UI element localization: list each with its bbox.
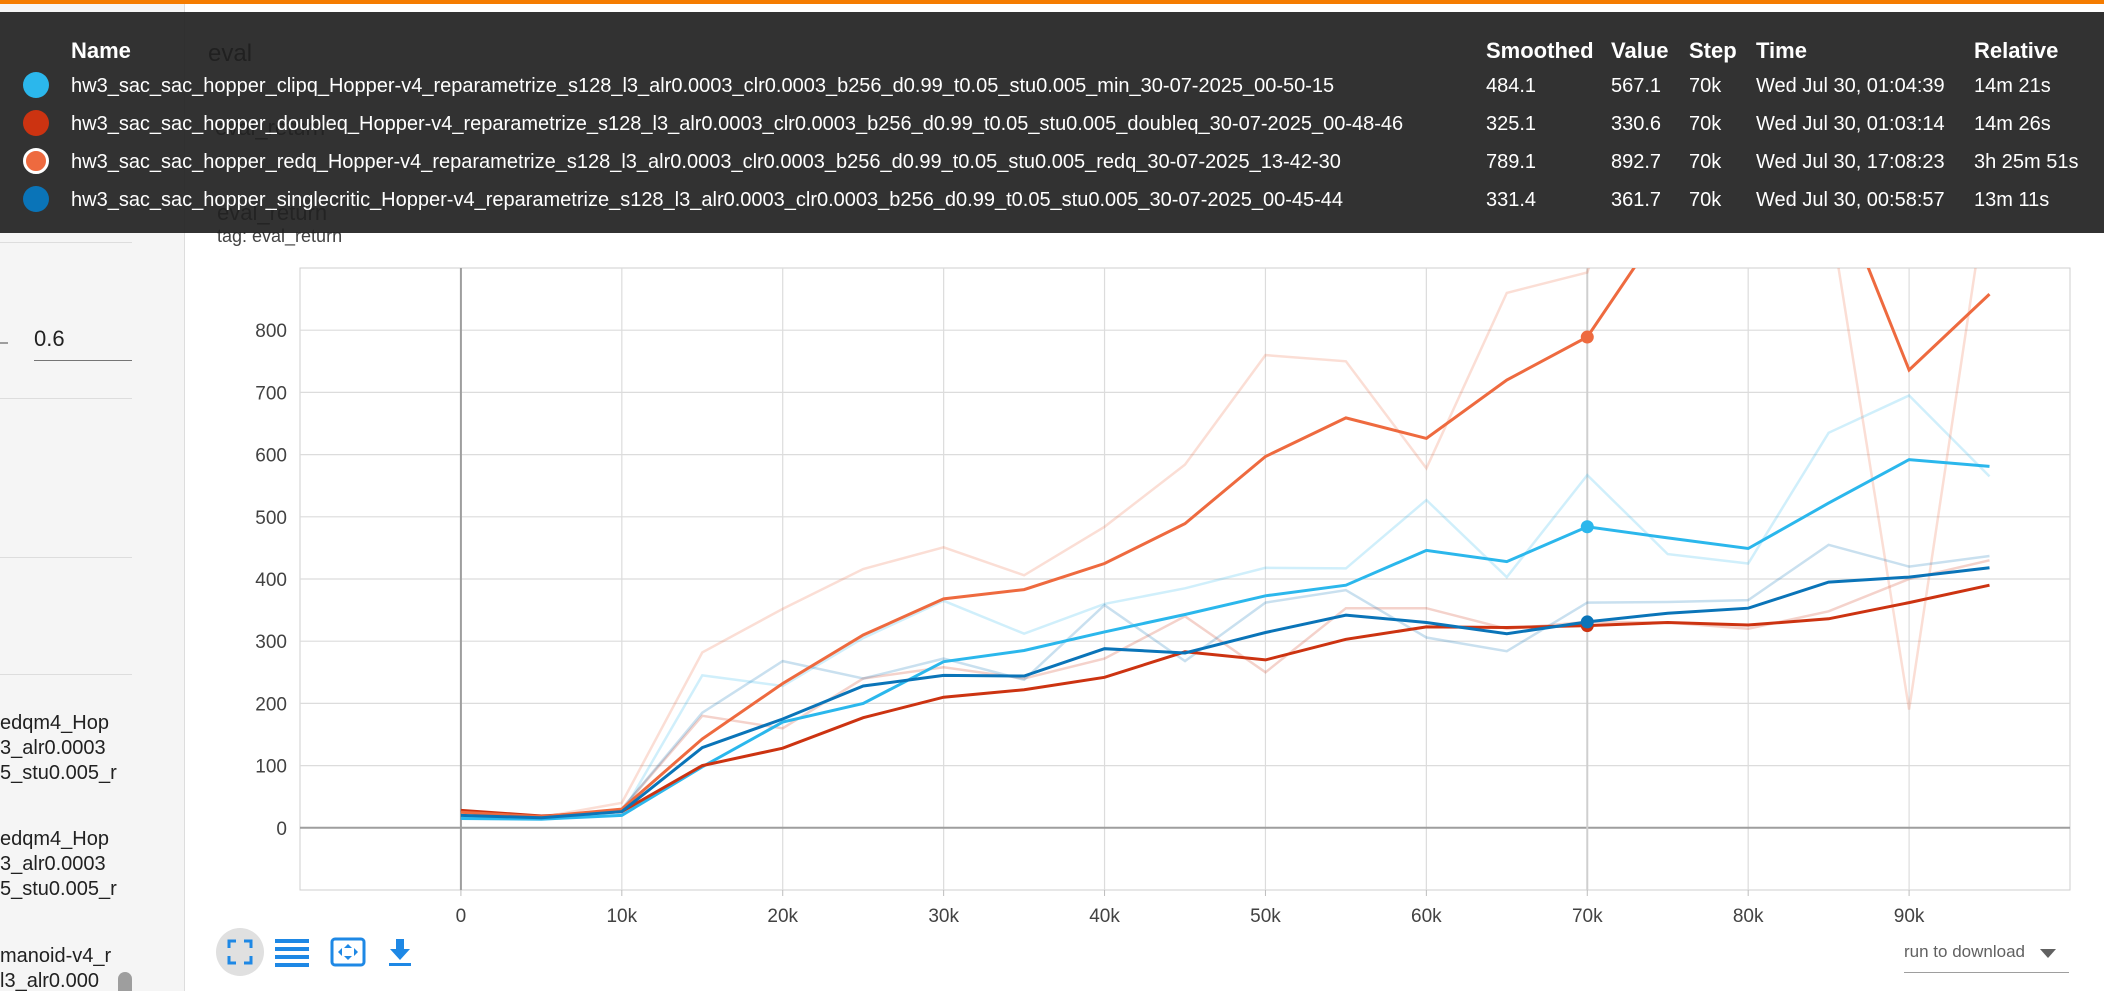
tooltip-time: Wed Jul 30, 01:03:14 [1756, 113, 1945, 135]
tooltip-header-step: Step [1689, 38, 1737, 63]
x-tick-label: 20k [767, 906, 798, 927]
tooltip-header-smoothed: Smoothed [1486, 38, 1594, 63]
series-color-dot [23, 110, 49, 136]
y-tick-label: 300 [255, 632, 287, 653]
x-tick-label: 30k [928, 906, 959, 927]
tooltip-step: 70k [1689, 113, 1722, 135]
lines-icon [275, 939, 309, 967]
tooltip-value: 567.1 [1611, 75, 1662, 97]
series-hover-point [1580, 615, 1594, 629]
smoothing-input[interactable]: 0.6 [34, 326, 132, 361]
tooltip-value: 892.7 [1611, 151, 1662, 173]
series-raw-line [460, 543, 1990, 820]
series-smoothed-line [460, 268, 1991, 819]
hover-tooltip: Name Smoothed Value Step Time Relative h… [0, 12, 2104, 233]
series-color-dot [23, 186, 49, 212]
sidebar-divider [0, 398, 132, 399]
x-tick-label: 50k [1250, 906, 1281, 927]
run-to-download-select[interactable]: run to download [1904, 942, 2069, 973]
tooltip-step: 70k [1689, 151, 1722, 173]
tooltip-step: 70k [1689, 189, 1722, 211]
fit-domain-icon [330, 937, 366, 967]
x-tick-label: 10k [606, 906, 637, 927]
y-tick-label: 400 [255, 570, 287, 591]
sidebar-divider [0, 557, 132, 558]
fit-domain-button[interactable] [324, 928, 372, 976]
series-raw-line [460, 393, 1991, 821]
series-smoothed-line [460, 583, 1990, 818]
y-tick-label: 800 [255, 321, 287, 342]
x-tick-labels: 0 10k 20k 30k 40k 50k 60k 70k 80k 90k [456, 890, 1925, 927]
tooltip-time: Wed Jul 30, 17:08:23 [1756, 151, 1945, 173]
y-tick-label: 500 [255, 508, 287, 529]
tooltip-header-name: Name [71, 38, 131, 63]
tooltip-run-name: hw3_sac_sac_hopper_redq_Hopper-v4_repara… [71, 151, 1341, 173]
tooltip-header-value: Value [1611, 38, 1669, 63]
tooltip-relative: 14m 26s [1974, 113, 2051, 135]
toggle-log-scale-button[interactable] [268, 928, 316, 976]
fullscreen-icon [227, 939, 253, 965]
tooltip-smoothed: 331.4 [1486, 189, 1537, 211]
series-hover-point [1580, 330, 1594, 344]
y-gridlines [300, 329, 2070, 767]
tooltip-step: 70k [1689, 75, 1722, 97]
y-tick-label: 0 [276, 819, 287, 840]
x-tick-label: 80k [1733, 906, 1764, 927]
y-tick-labels: 0 100 200 300 400 500 600 700 800 [255, 321, 287, 840]
chevron-down-icon[interactable] [2040, 949, 2056, 958]
tooltip-smoothed: 789.1 [1486, 151, 1537, 173]
tooltip-relative: 3h 25m 51s [1974, 151, 2079, 173]
tooltip-run-name: hw3_sac_sac_hopper_singlecritic_Hopper-v… [71, 189, 1344, 211]
download-icon [389, 939, 411, 966]
download-button[interactable] [376, 928, 424, 976]
series-smoothed-line [460, 458, 1990, 821]
run-list-item[interactable]: edqm4_Hop 3_alr0.0003 5_stu0.005_r [0, 712, 117, 784]
y-tick-label: 700 [255, 383, 287, 404]
tooltip-run-name: hw3_sac_sac_hopper_doubleq_Hopper-v4_rep… [71, 113, 1404, 135]
series-smoothed-line [460, 566, 1990, 820]
sidebar-divider [0, 674, 132, 675]
series-raw-line [460, 268, 1977, 819]
y-tick-label: 200 [255, 694, 287, 715]
tooltip-run-name: hw3_sac_sac_hopper_clipq_Hopper-v4_repar… [71, 75, 1335, 97]
tooltip-relative: 14m 21s [1974, 75, 2051, 97]
tooltip-header-relative: Relative [1974, 38, 2059, 63]
tooltip-time: Wed Jul 30, 00:58:57 [1756, 189, 1945, 211]
sidebar-divider [0, 242, 132, 243]
series-hover-point [1580, 520, 1594, 534]
sidebar-scrollbar[interactable] [118, 972, 132, 991]
x-tick-label: 70k [1572, 906, 1603, 927]
series-group [460, 268, 1991, 890]
fullscreen-button[interactable] [216, 928, 264, 976]
y-tick-label: 600 [255, 446, 287, 467]
top-accent-bar [0, 0, 2104, 4]
tooltip-smoothed: 484.1 [1486, 75, 1537, 97]
y-tick-label: 100 [255, 757, 287, 778]
x-tick-label: 90k [1894, 906, 1925, 927]
run-list-item[interactable]: manoid-v4_r l3_alr0.000 [0, 945, 112, 991]
x-tick-label: 60k [1411, 906, 1442, 927]
series-color-dot [23, 148, 49, 174]
series-raw-line [460, 559, 1990, 819]
tooltip-smoothed: 325.1 [1486, 113, 1537, 135]
series-color-dot [23, 72, 49, 98]
x-tick-label: 40k [1089, 906, 1120, 927]
tooltip-value: 361.7 [1611, 189, 1662, 211]
run-list-item[interactable]: edqm4_Hop 3_alr0.0003 5_stu0.005_r [0, 828, 117, 900]
tooltip-header-time: Time [1756, 38, 1807, 63]
tooltip-relative: 13m 11s [1974, 189, 2050, 211]
tooltip-time: Wed Jul 30, 01:04:39 [1756, 75, 1945, 97]
smoothing-slider-track[interactable] [0, 342, 8, 344]
x-tick-label: 0 [456, 906, 467, 927]
tooltip-value: 330.6 [1611, 113, 1662, 135]
